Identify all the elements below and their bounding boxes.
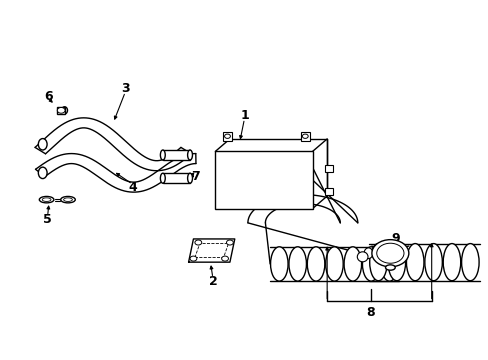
- Text: 8: 8: [366, 306, 374, 319]
- Ellipse shape: [385, 265, 394, 270]
- Circle shape: [195, 240, 201, 245]
- Circle shape: [57, 108, 65, 113]
- Ellipse shape: [63, 198, 72, 202]
- Ellipse shape: [42, 198, 51, 202]
- Ellipse shape: [362, 247, 379, 281]
- Ellipse shape: [306, 247, 324, 281]
- Bar: [300, 132, 309, 141]
- Text: 6: 6: [44, 90, 53, 103]
- Circle shape: [221, 256, 228, 261]
- Ellipse shape: [38, 139, 47, 150]
- Ellipse shape: [270, 247, 287, 281]
- Ellipse shape: [160, 173, 165, 183]
- Text: 3: 3: [121, 82, 129, 95]
- Circle shape: [302, 134, 307, 138]
- Ellipse shape: [325, 247, 343, 281]
- Bar: [215, 152, 312, 208]
- Circle shape: [376, 243, 403, 263]
- Bar: [163, 150, 190, 160]
- Text: 5: 5: [43, 213, 52, 226]
- Text: 4: 4: [128, 181, 137, 194]
- Ellipse shape: [61, 197, 75, 203]
- Ellipse shape: [344, 247, 361, 281]
- Text: 9: 9: [390, 233, 399, 246]
- Bar: [324, 165, 332, 172]
- Ellipse shape: [288, 247, 306, 281]
- Bar: [324, 188, 332, 195]
- Bar: [223, 132, 231, 141]
- Text: 2: 2: [208, 275, 217, 288]
- Circle shape: [224, 134, 230, 138]
- Circle shape: [226, 240, 233, 245]
- Circle shape: [371, 240, 408, 267]
- Bar: [57, 107, 64, 114]
- Ellipse shape: [424, 244, 442, 281]
- Ellipse shape: [61, 107, 67, 114]
- Ellipse shape: [369, 244, 386, 281]
- Circle shape: [190, 256, 197, 261]
- Ellipse shape: [38, 167, 47, 179]
- Text: 7: 7: [191, 170, 200, 183]
- Ellipse shape: [442, 244, 460, 281]
- Ellipse shape: [387, 244, 405, 281]
- Ellipse shape: [39, 197, 54, 203]
- Ellipse shape: [160, 150, 165, 160]
- Bar: [163, 173, 190, 183]
- Ellipse shape: [187, 150, 192, 160]
- Text: 1: 1: [240, 109, 248, 122]
- Ellipse shape: [357, 252, 367, 262]
- Ellipse shape: [461, 244, 478, 281]
- Ellipse shape: [406, 244, 423, 281]
- Ellipse shape: [364, 248, 372, 258]
- Ellipse shape: [187, 173, 192, 183]
- Ellipse shape: [380, 247, 398, 281]
